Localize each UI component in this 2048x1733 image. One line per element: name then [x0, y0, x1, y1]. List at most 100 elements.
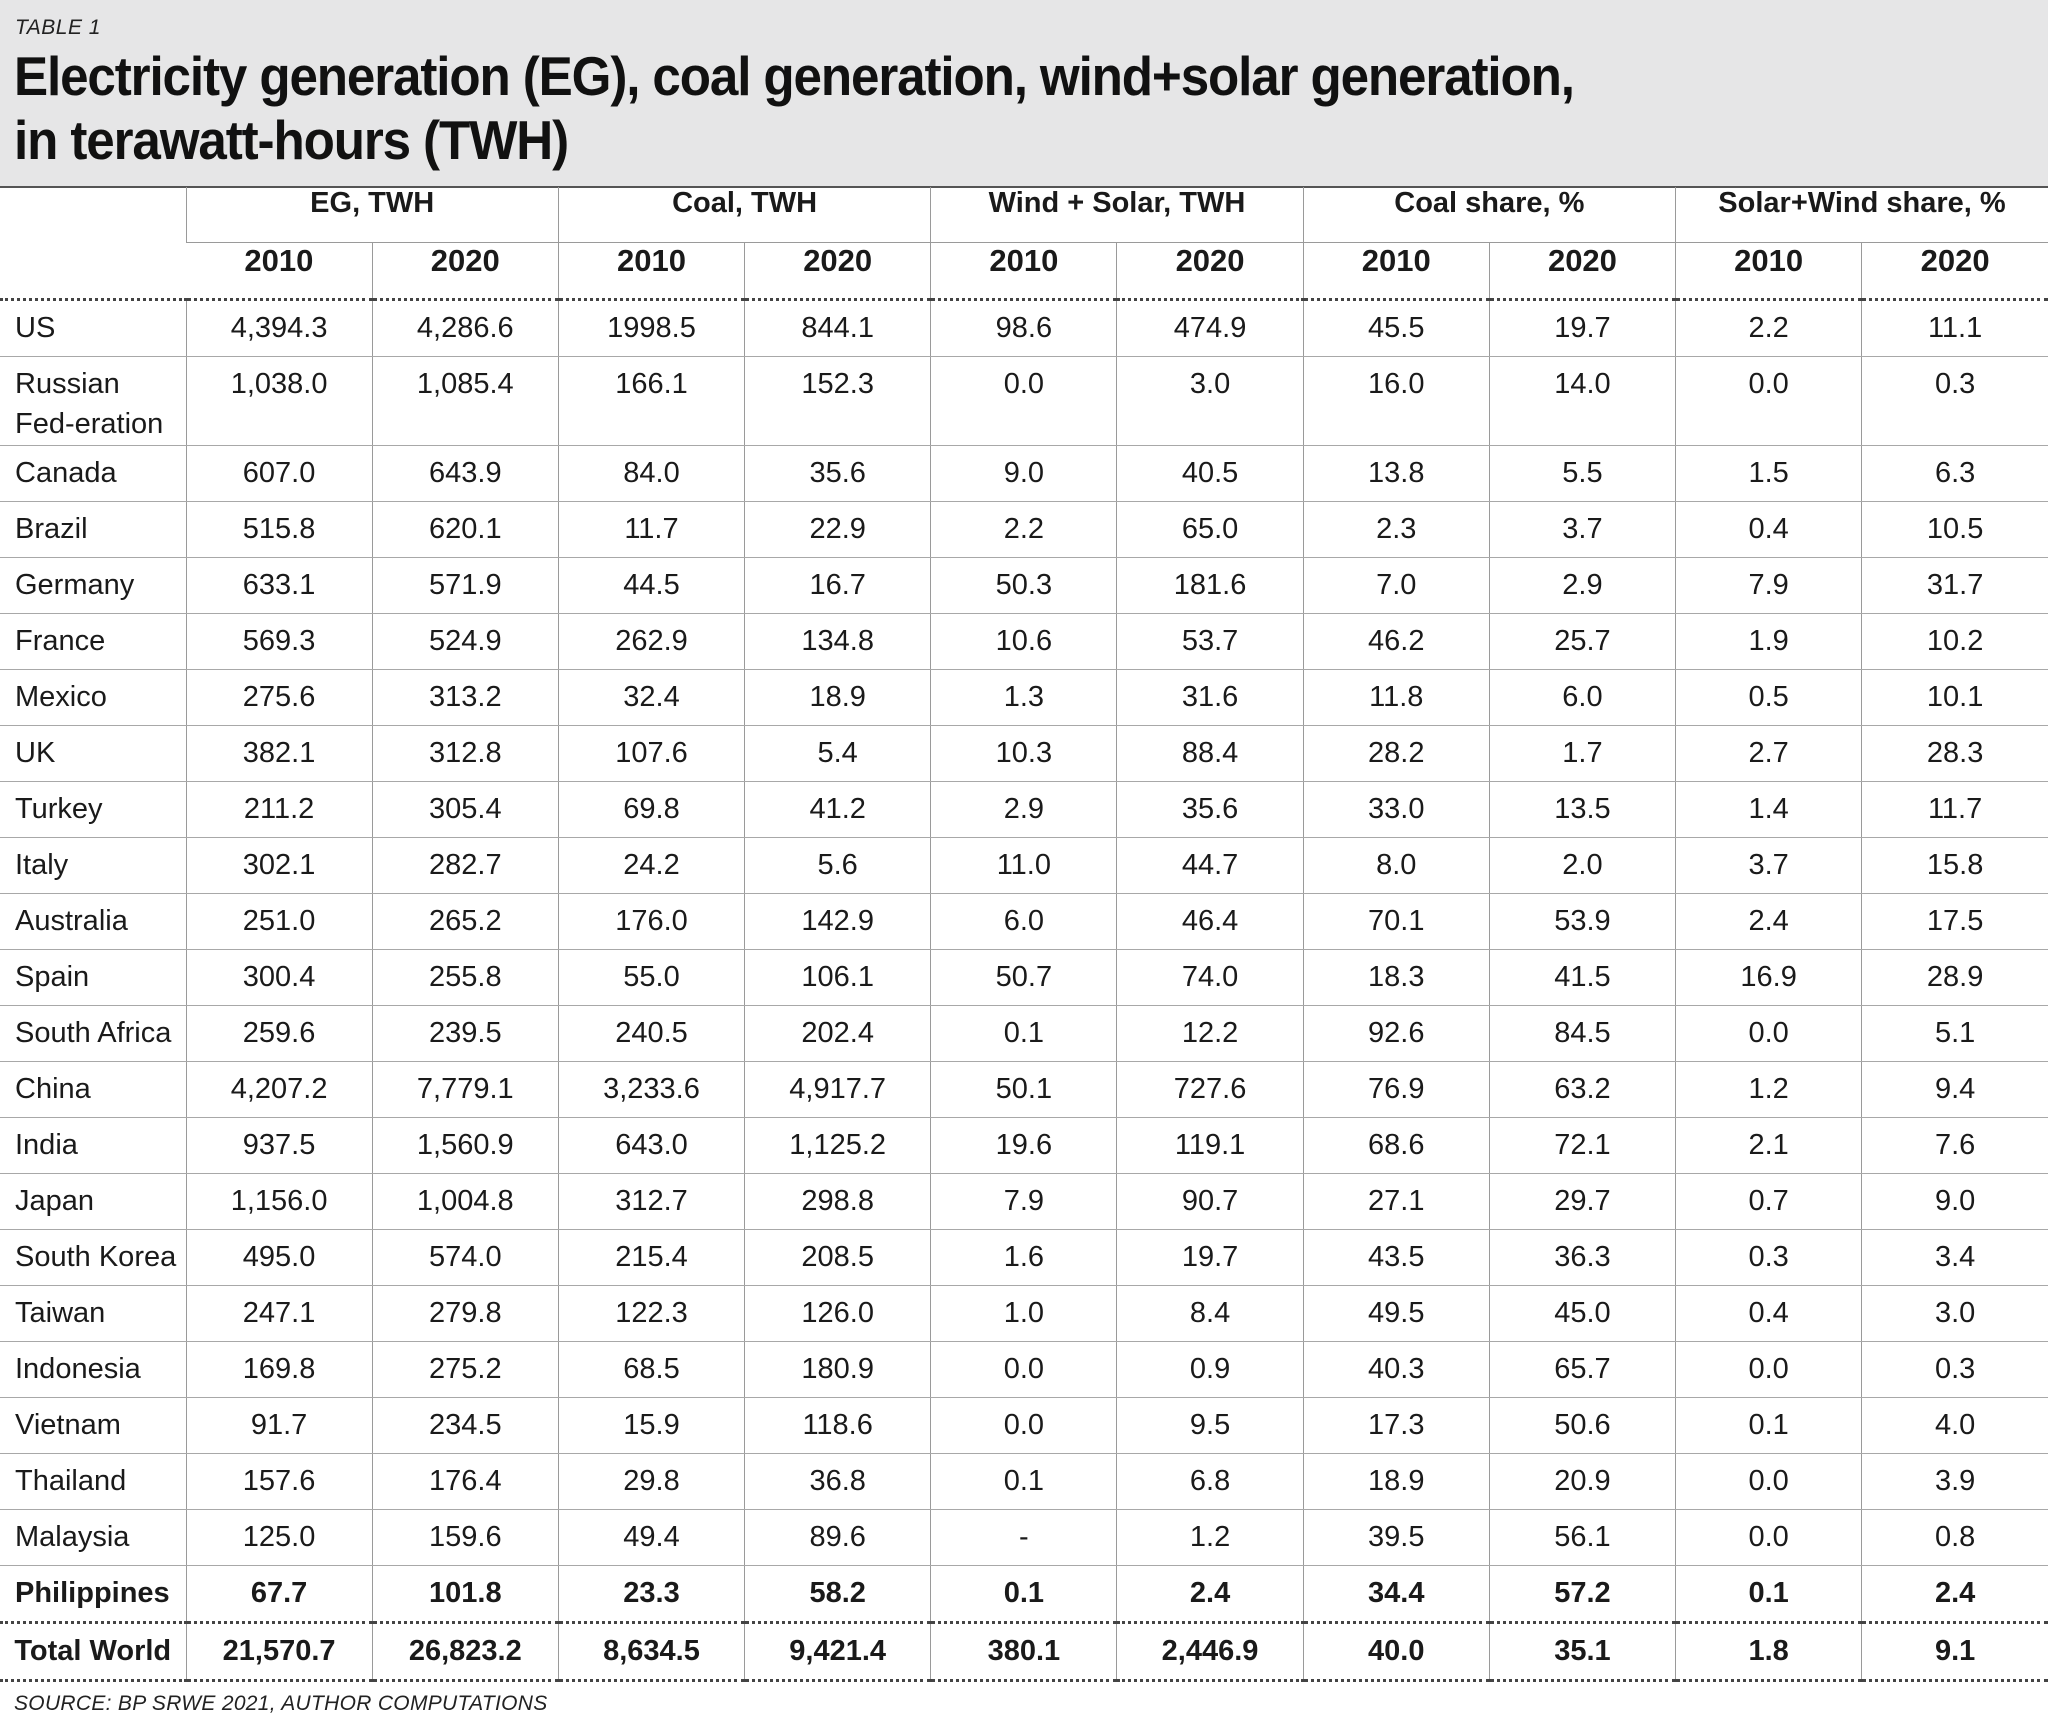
- value-cell: 3.7: [1488, 501, 1676, 558]
- value-cell: 119.1: [1116, 1117, 1304, 1174]
- total-value-cell: 8,634.5: [557, 1622, 745, 1682]
- value-cell: 0.1: [930, 1453, 1117, 1510]
- value-cell: 84.5: [1488, 1005, 1676, 1062]
- total-label-cell: Total World: [0, 1622, 186, 1682]
- value-cell: 46.2: [1302, 613, 1490, 670]
- value-cell: 0.4: [1675, 501, 1862, 558]
- value-cell: 1998.5: [557, 299, 745, 357]
- value-cell: 12.2: [1116, 1005, 1304, 1062]
- value-cell: 68.5: [557, 1341, 745, 1398]
- value-cell: 10.6: [930, 613, 1117, 670]
- value-cell: 4,394.3: [185, 299, 373, 357]
- value-cell: 5.1: [1861, 1005, 2048, 1062]
- value-cell: 40.3: [1302, 1341, 1490, 1398]
- value-cell: 118.6: [744, 1397, 931, 1454]
- value-cell: 166.1: [557, 356, 745, 446]
- value-cell: 0.8: [1861, 1509, 2048, 1566]
- value-cell: 265.2: [371, 893, 559, 950]
- value-cell: 7.9: [930, 1173, 1117, 1230]
- table-row: South Africa 259.6 239.5 240.5 202.4 0.1 12.2 9…: [0, 1005, 2048, 1062]
- value-cell: 27.1: [1302, 1173, 1490, 1230]
- table-row: Russian Fed-eration 1,038.0 1,085.4 166.1 15…: [0, 356, 2048, 446]
- value-cell: 6.3: [1861, 445, 2048, 502]
- value-cell: 45.5: [1302, 299, 1490, 357]
- value-cell: 152.3: [744, 356, 931, 446]
- value-cell: 181.6: [1116, 557, 1304, 614]
- table-row: Vietnam 91.7 234.5 15.9 118.6 0.0 9.5 17.3 50.6 0…: [0, 1397, 2048, 1454]
- value-cell: 16.7: [744, 557, 931, 614]
- country-cell: Philippines: [0, 1565, 186, 1624]
- value-cell: 620.1: [371, 501, 559, 558]
- value-cell: 1.6: [930, 1229, 1117, 1286]
- value-cell: 1,004.8: [371, 1173, 559, 1230]
- value-cell: 63.2: [1488, 1061, 1676, 1118]
- value-cell: 3.0: [1861, 1285, 2048, 1342]
- value-cell: 16.0: [1302, 356, 1490, 446]
- value-cell: 0.3: [1861, 1341, 2048, 1398]
- year-header: 2020: [1861, 242, 2048, 301]
- value-cell: 88.4: [1116, 725, 1304, 782]
- value-cell: 211.2: [185, 781, 373, 838]
- value-cell: 9.5: [1116, 1397, 1304, 1454]
- table-row: Canada 607.0 643.9 84.0 35.6 9.0 40.5 13.8 5.5 1.…: [0, 445, 2048, 502]
- value-cell: 7,779.1: [371, 1061, 559, 1118]
- value-cell: 91.7: [185, 1397, 373, 1454]
- value-cell: 255.8: [371, 949, 559, 1006]
- table-row: Spain 300.4 255.8 55.0 106.1 50.7 74.0 18.3 41.5…: [0, 949, 2048, 1006]
- value-cell: 15.9: [557, 1397, 745, 1454]
- value-cell: 13.5: [1488, 781, 1676, 838]
- value-cell: 259.6: [185, 1005, 373, 1062]
- value-cell: 0.0: [1675, 1509, 1862, 1566]
- value-cell: 31.6: [1116, 669, 1304, 726]
- value-cell: 208.5: [744, 1229, 931, 1286]
- country-header-cell: [0, 187, 186, 301]
- country-cell: UK: [0, 725, 186, 782]
- value-cell: 2.4: [1675, 893, 1862, 950]
- value-cell: 10.3: [930, 725, 1117, 782]
- value-cell: 0.1: [1675, 1397, 1862, 1454]
- year-header: 2010: [557, 242, 745, 301]
- value-cell: 25.7: [1488, 613, 1676, 670]
- total-value-cell: 380.1: [930, 1622, 1117, 1682]
- table-title: Electricity generation (EG), coal genera…: [14, 44, 1651, 172]
- country-cell: Malaysia: [0, 1509, 186, 1566]
- value-cell: 1.0: [930, 1285, 1117, 1342]
- value-cell: -: [930, 1509, 1117, 1566]
- value-cell: 1.9: [1675, 613, 1862, 670]
- country-cell: Germany: [0, 557, 186, 614]
- table-body: US 4,394.3 4,286.6 1998.5 844.1 98.6 474.9 45.5…: [0, 299, 2048, 1682]
- value-cell: 65.7: [1488, 1341, 1676, 1398]
- value-cell: 44.5: [557, 557, 745, 614]
- value-cell: 157.6: [185, 1453, 373, 1510]
- value-cell: 382.1: [185, 725, 373, 782]
- table-row: Turkey 211.2 305.4 69.8 41.2 2.9 35.6 33.0 13.5 1…: [0, 781, 2048, 838]
- total-value-cell: 40.0: [1302, 1622, 1490, 1682]
- value-cell: 1.4: [1675, 781, 1862, 838]
- value-cell: 298.8: [744, 1173, 931, 1230]
- value-cell: 3.0: [1116, 356, 1304, 446]
- value-cell: 142.9: [744, 893, 931, 950]
- country-cell: Mexico: [0, 669, 186, 726]
- value-cell: 2.9: [1488, 557, 1676, 614]
- value-cell: 279.8: [371, 1285, 559, 1342]
- table-row: Mexico 275.6 313.2 32.4 18.9 1.3 31.6 11.8 6.0 0.…: [0, 669, 2048, 726]
- value-cell: 20.9: [1488, 1453, 1676, 1510]
- year-header: 2010: [1675, 242, 1862, 301]
- value-cell: 4.0: [1861, 1397, 2048, 1454]
- value-cell: 28.2: [1302, 725, 1490, 782]
- value-cell: 36.3: [1488, 1229, 1676, 1286]
- country-cell: France: [0, 613, 186, 670]
- value-cell: 495.0: [185, 1229, 373, 1286]
- value-cell: 1.2: [1116, 1509, 1304, 1566]
- year-header: 2020: [1116, 242, 1304, 301]
- value-cell: 14.0: [1488, 356, 1676, 446]
- value-cell: 19.7: [1116, 1229, 1304, 1286]
- value-cell: 0.0: [1675, 1453, 1862, 1510]
- value-cell: 7.6: [1861, 1117, 2048, 1174]
- value-cell: 28.9: [1861, 949, 2048, 1006]
- value-cell: 2.0: [1488, 837, 1676, 894]
- group-header-eg: EG, TWH: [185, 187, 559, 243]
- value-cell: 9.4: [1861, 1061, 2048, 1118]
- value-cell: 1,085.4: [371, 356, 559, 446]
- value-cell: 312.8: [371, 725, 559, 782]
